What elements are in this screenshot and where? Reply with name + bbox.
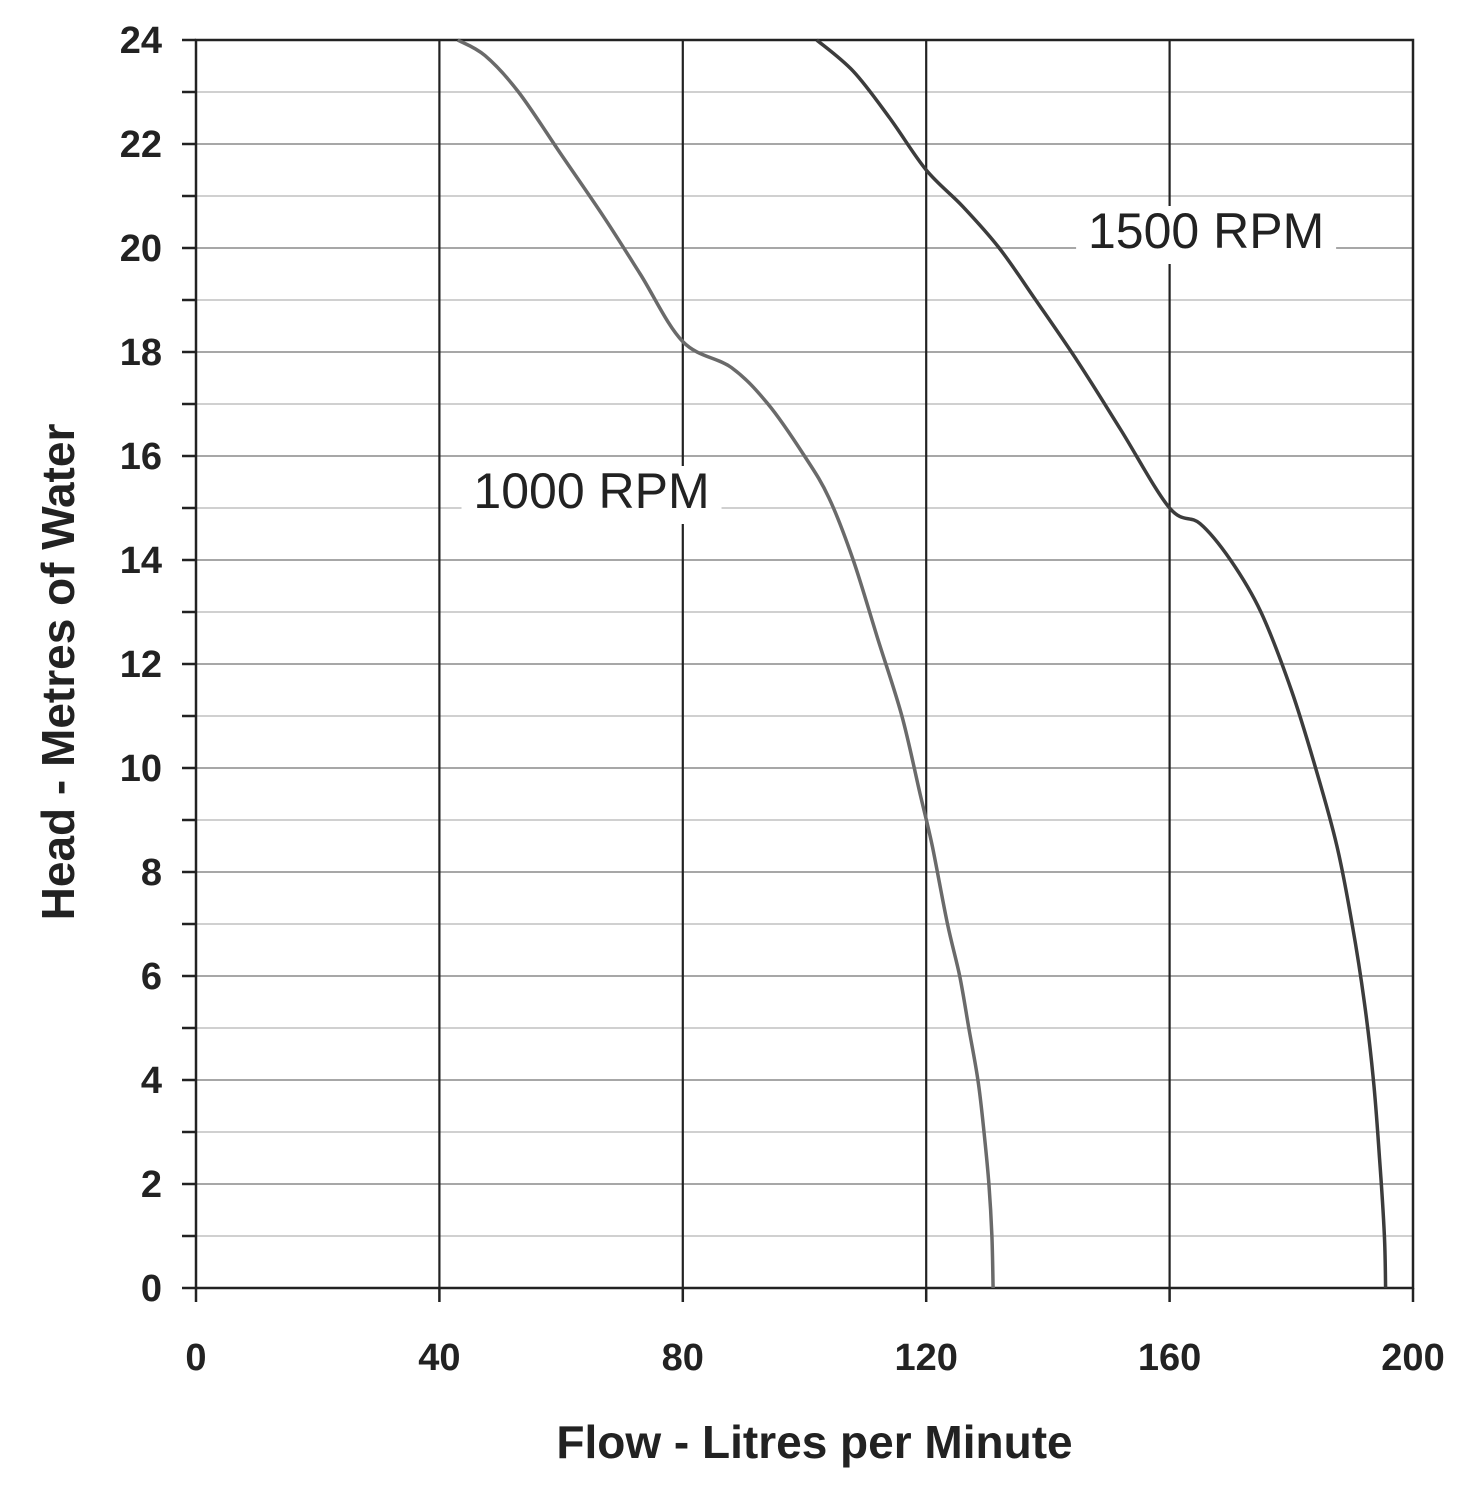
y-axis-title: Head - Metres of Water bbox=[32, 424, 84, 921]
y-tick-label: 22 bbox=[120, 124, 162, 166]
grid-lines bbox=[196, 40, 1413, 1288]
x-tick-label: 120 bbox=[894, 1337, 957, 1379]
series-label-text: 1000 RPM bbox=[473, 463, 709, 519]
series-label-1000-rpm: 1000 RPM bbox=[461, 463, 722, 524]
y-tick-label: 2 bbox=[141, 1164, 162, 1206]
y-tick-label: 10 bbox=[120, 748, 162, 790]
y-tick-label: 20 bbox=[120, 228, 162, 270]
y-tick-label: 12 bbox=[120, 644, 162, 686]
y-tick-label: 0 bbox=[141, 1268, 162, 1310]
x-tick-label: 0 bbox=[185, 1337, 206, 1379]
x-tick-labels: 0 40 80 120 160 200 bbox=[185, 1337, 1444, 1379]
x-axis-title: Flow - Litres per Minute bbox=[556, 1416, 1072, 1468]
series-label-background bbox=[1076, 206, 1337, 264]
series-label-1500-rpm: 1500 RPM bbox=[1076, 203, 1337, 264]
y-tick-label: 4 bbox=[141, 1060, 162, 1102]
series-curves bbox=[456, 38, 1388, 1289]
y-tick-label: 16 bbox=[120, 436, 162, 478]
y-tick-label: 14 bbox=[120, 540, 162, 582]
x-tick-label: 80 bbox=[662, 1337, 704, 1379]
x-tick-label: 200 bbox=[1381, 1337, 1444, 1379]
x-tick-label: 40 bbox=[418, 1337, 460, 1379]
series-labels: 1000 RPM 1500 RPM bbox=[461, 203, 1337, 524]
y-tick-label: 6 bbox=[141, 956, 162, 998]
y-tick-label: 18 bbox=[120, 332, 162, 374]
y-tick-label: 24 bbox=[120, 20, 162, 62]
plot-area-frame bbox=[194, 38, 1415, 1290]
x-tick-label: 160 bbox=[1138, 1337, 1201, 1379]
series-label-background bbox=[461, 466, 722, 524]
y-tick-label: 8 bbox=[141, 852, 162, 894]
series-line-1000-rpm bbox=[456, 38, 995, 1289]
series-line-1500-rpm bbox=[815, 38, 1388, 1289]
axis-ticks bbox=[182, 38, 1415, 1302]
series-label-text: 1500 RPM bbox=[1088, 203, 1324, 259]
